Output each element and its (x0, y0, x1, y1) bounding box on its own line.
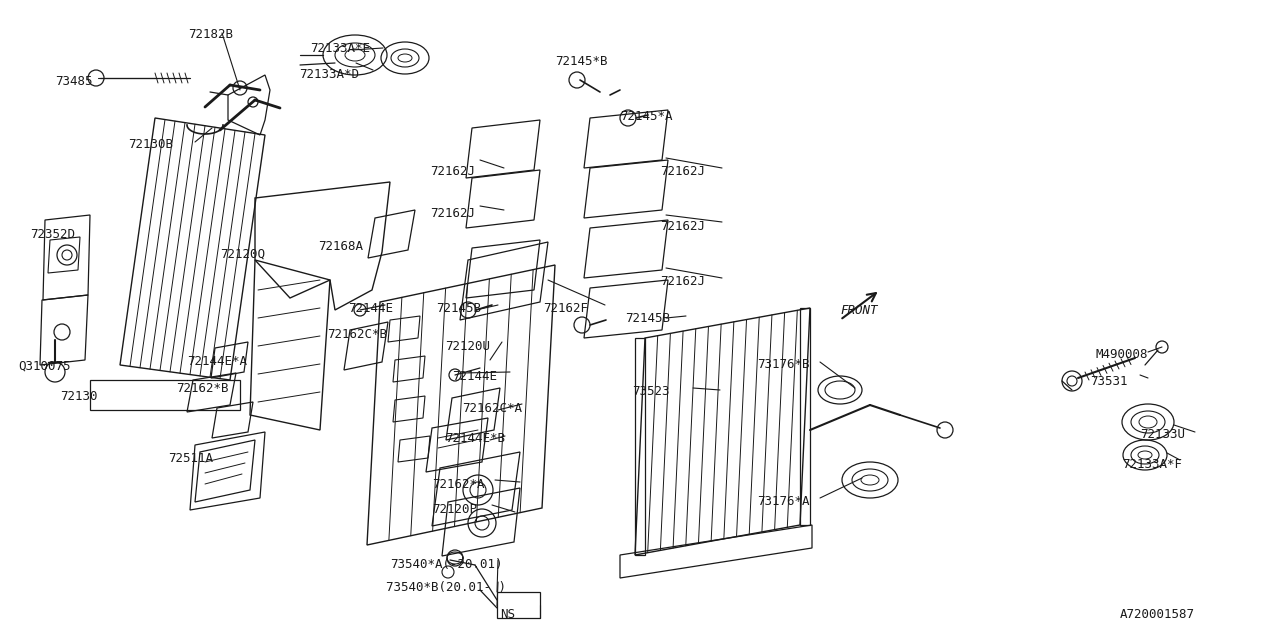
Text: 72162J: 72162J (430, 165, 475, 178)
Text: Q310075: Q310075 (18, 360, 70, 373)
Text: 72145B: 72145B (436, 302, 481, 315)
Text: 73531: 73531 (1091, 375, 1128, 388)
Text: 72120P: 72120P (433, 503, 477, 516)
Text: 73523: 73523 (632, 385, 669, 398)
Text: 73176*B: 73176*B (756, 358, 809, 371)
Text: 72130: 72130 (60, 390, 97, 403)
Text: 72352D: 72352D (29, 228, 76, 241)
Text: 72162F: 72162F (543, 302, 588, 315)
Text: 72162J: 72162J (660, 220, 705, 233)
Text: 72144E*A: 72144E*A (187, 355, 247, 368)
Text: 72182B: 72182B (188, 28, 233, 41)
Text: 72162*A: 72162*A (433, 478, 485, 491)
Text: 73176*A: 73176*A (756, 495, 809, 508)
Text: 72144E: 72144E (348, 302, 393, 315)
Text: 72511A: 72511A (168, 452, 212, 465)
Text: 72145*B: 72145*B (556, 55, 608, 68)
Text: 72162J: 72162J (430, 207, 475, 220)
Text: 72162J: 72162J (660, 165, 705, 178)
Text: 72162C*A: 72162C*A (462, 402, 522, 415)
Text: 73540*A(-20.01): 73540*A(-20.01) (390, 558, 503, 571)
Text: 72120U: 72120U (445, 340, 490, 353)
Text: 72162C*B: 72162C*B (326, 328, 387, 341)
Text: 72145*A: 72145*A (620, 110, 672, 123)
Text: 72162*B: 72162*B (177, 382, 229, 395)
Text: 72144E: 72144E (452, 370, 497, 383)
Text: 72168A: 72168A (317, 240, 364, 253)
Text: M490008: M490008 (1094, 348, 1147, 361)
Text: 72133A*F: 72133A*F (1123, 458, 1181, 471)
Text: 72145B: 72145B (625, 312, 669, 325)
Text: 73485: 73485 (55, 75, 92, 88)
Text: FRONT: FRONT (840, 304, 878, 317)
Text: 72133A*E: 72133A*E (310, 42, 370, 55)
FancyArrowPatch shape (842, 293, 876, 318)
Text: 72133U: 72133U (1140, 428, 1185, 441)
Text: 72162J: 72162J (660, 275, 705, 288)
Text: 72130B: 72130B (128, 138, 173, 151)
Text: 72144E*B: 72144E*B (445, 432, 506, 445)
Text: NS: NS (500, 608, 515, 621)
Text: 72133A*D: 72133A*D (300, 68, 358, 81)
Text: 73540*B(20.01- ): 73540*B(20.01- ) (387, 581, 506, 594)
Text: 72120Q: 72120Q (220, 248, 265, 261)
Text: A720001587: A720001587 (1120, 608, 1196, 621)
